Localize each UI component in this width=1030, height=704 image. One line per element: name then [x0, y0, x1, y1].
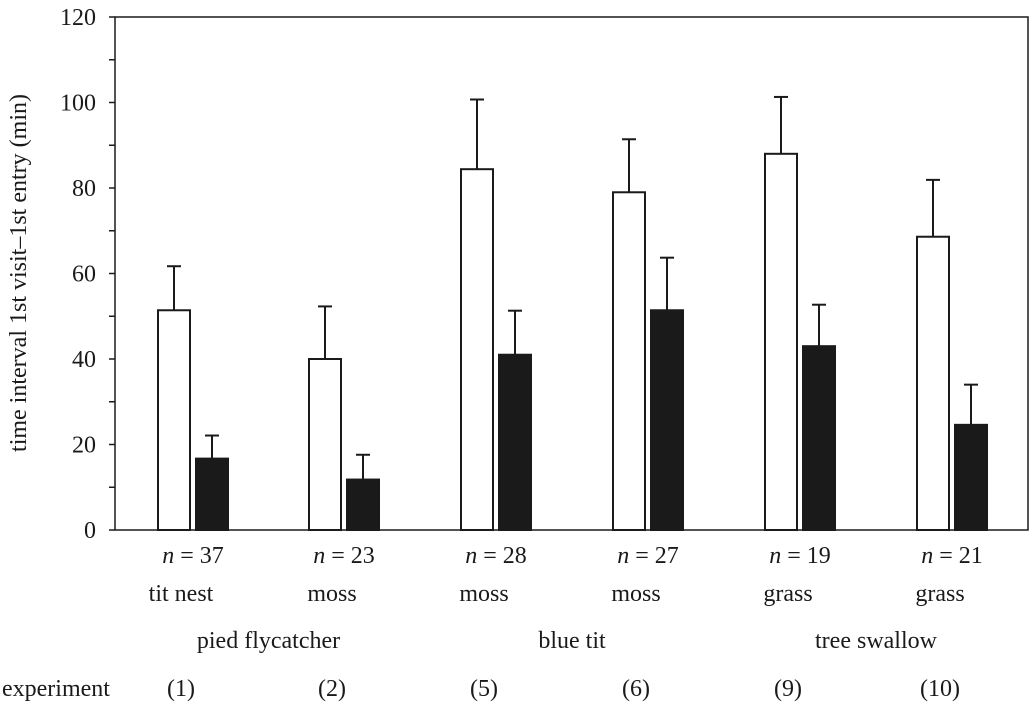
sample-size-label: n = 37	[162, 543, 224, 569]
plot-frame	[114, 16, 1029, 531]
material-label: grass	[915, 581, 964, 607]
sample-size-label: n = 23	[313, 543, 375, 569]
open-bar	[308, 358, 342, 531]
material-label: moss	[611, 581, 660, 607]
y-tick-label: 120	[60, 5, 96, 31]
experiment-number: (5)	[470, 676, 498, 702]
y-axis-label: time interval 1st visit–1st entry (min)	[6, 94, 32, 452]
y-tick-label: 60	[72, 262, 96, 288]
filled-bar	[498, 353, 532, 531]
experiment-number: (1)	[167, 676, 195, 702]
y-tick-label: 0	[84, 518, 96, 544]
y-tick-label: 20	[72, 433, 96, 459]
sample-size-label: n = 27	[617, 543, 679, 569]
open-bar	[460, 168, 494, 531]
filled-bar	[346, 478, 380, 531]
material-label: moss	[307, 581, 356, 607]
material-label: tit nest	[149, 581, 214, 607]
sample-size-label: n = 28	[465, 543, 527, 569]
material-label: grass	[763, 581, 812, 607]
experiment-number: (6)	[622, 676, 650, 702]
y-tick-label: 80	[72, 176, 96, 202]
experiment-row-label: experiment	[2, 676, 110, 702]
experiment-number: (9)	[774, 676, 802, 702]
species-label: tree swallow	[815, 628, 938, 654]
y-tick-label: 40	[72, 347, 96, 373]
filled-bar	[195, 457, 229, 532]
filled-bar	[650, 309, 684, 532]
sample-size-label: n = 21	[921, 543, 983, 569]
material-label: moss	[459, 581, 508, 607]
sample-size-label: n = 19	[769, 543, 831, 569]
species-label: blue tit	[538, 628, 606, 654]
species-label: pied flycatcher	[197, 628, 340, 654]
open-bar	[612, 191, 646, 531]
open-bar	[916, 235, 950, 532]
y-tick-label: 100	[60, 91, 96, 117]
open-bar	[764, 152, 798, 532]
filled-bar	[954, 423, 988, 531]
filled-bar	[802, 345, 836, 531]
experiment-number: (2)	[318, 676, 346, 702]
experiment-number: (10)	[920, 676, 960, 702]
open-bar	[157, 309, 191, 532]
